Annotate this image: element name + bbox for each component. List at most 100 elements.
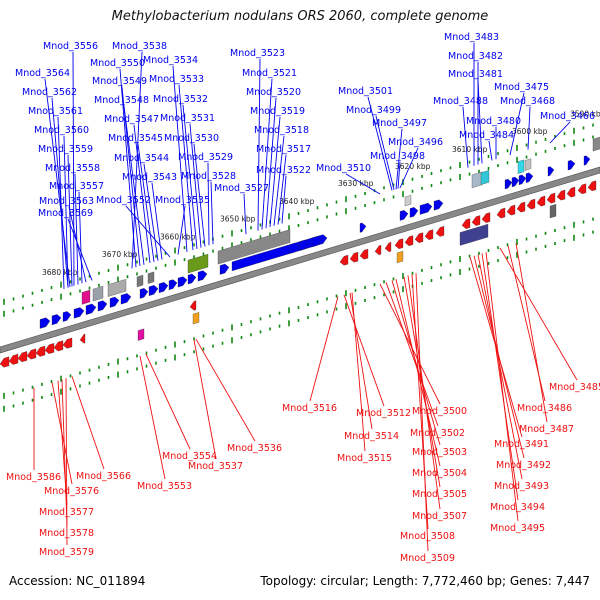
gene-leader-line [68, 206, 87, 283]
scale-tick [212, 249, 214, 253]
gene-leader-line [72, 51, 75, 286]
gene-label: Mnod_3480 [466, 116, 521, 127]
scale-tick [364, 192, 366, 195]
scale-tick [231, 230, 233, 237]
scale-tick [497, 164, 499, 168]
gene-label: Mnod_3512 [356, 408, 411, 419]
scale-tick [354, 194, 357, 198]
position-label: 3670 kbp [102, 250, 138, 259]
gene-leader-line [261, 78, 273, 230]
scale-tick [3, 392, 5, 399]
reverse-gene [566, 186, 576, 198]
gene-label: Mnod_3491 [494, 439, 549, 450]
gene-leader-line [485, 252, 519, 522]
reverse-gene [414, 232, 424, 243]
feature-box [459, 223, 489, 246]
forward-gene [85, 303, 97, 315]
gene-leader-line [182, 104, 198, 249]
gene-leader-line [273, 135, 285, 226]
reverse-gene [587, 180, 597, 192]
scale-tick [373, 283, 376, 287]
scale-tick [392, 195, 395, 199]
forward-gene [168, 279, 178, 291]
scale-tick [98, 365, 100, 369]
gene-label: Mnod_3493 [494, 481, 549, 492]
gene-leader-line [67, 154, 73, 287]
gene-leader-line [143, 163, 159, 261]
forward-gene [399, 210, 409, 221]
scale-tick [164, 345, 167, 349]
gene-label: Mnod_3527 [214, 183, 269, 194]
scale-tick [592, 230, 594, 234]
scale-tick [449, 273, 452, 277]
feature-box [92, 285, 104, 302]
scale-tick [345, 208, 347, 215]
scale-tick [364, 286, 366, 289]
scale-tick [582, 126, 585, 130]
reverse-gene [189, 300, 197, 311]
forward-gene [311, 236, 322, 248]
feature-box [471, 171, 483, 189]
gene-leader-line [345, 173, 381, 195]
gene-label: Mnod_3534 [143, 55, 198, 66]
scale-tick [468, 254, 471, 258]
gene-label: Mnod_3561 [28, 106, 83, 117]
scale-tick [421, 174, 423, 178]
scale-tick [449, 166, 452, 170]
forward-gene [51, 314, 62, 326]
scale-tick [22, 294, 24, 298]
scale-tick [126, 275, 129, 279]
gene-leader-line [61, 379, 68, 527]
gene-label: Mnod_3481 [448, 69, 503, 80]
gene-label: Mnod_3544 [114, 153, 169, 164]
scale-tick [117, 371, 119, 378]
gene-label: Mnod_3516 [282, 403, 337, 414]
scale-tick [354, 288, 357, 292]
position-label: 3660 kbp [160, 233, 196, 242]
scale-tick [487, 166, 490, 170]
scale-tick [525, 155, 528, 159]
scale-tick [69, 280, 72, 284]
scale-tick [269, 314, 271, 318]
reverse-gene [8, 353, 19, 365]
reverse-gene [339, 254, 349, 266]
scale-tick [535, 234, 537, 238]
scale-tick [259, 223, 262, 227]
feature-box [187, 253, 209, 274]
gene-leader-line [172, 65, 188, 252]
gene-label: Mnod_3517 [256, 144, 311, 155]
forward-gene [525, 172, 534, 183]
gene-label: Mnod_3523 [230, 48, 285, 59]
forward-gene [109, 296, 120, 308]
gene-label: Mnod_3533 [149, 74, 204, 85]
gene-leader-line [351, 292, 366, 452]
gene-leader-line [145, 354, 191, 450]
gene-leader-line [399, 147, 419, 189]
scale-tick [383, 198, 385, 202]
scale-tick [316, 206, 319, 210]
gene-label: Mnod_3554 [162, 451, 217, 462]
scale-tick [373, 201, 376, 205]
scale-tick [582, 138, 585, 142]
reverse-gene [374, 244, 382, 255]
scale-tick [136, 260, 138, 264]
scale-tick [136, 354, 138, 358]
scale-tick [259, 235, 262, 239]
gene-label: Mnod_3510 [316, 163, 371, 174]
scale-tick [22, 306, 24, 310]
scale-tick [307, 316, 309, 320]
gene-leader-line [367, 96, 393, 191]
scale-tick [278, 217, 281, 221]
scale-tick [3, 298, 5, 305]
gene-leader-line [407, 275, 441, 510]
scale-tick [88, 274, 91, 278]
gene-label: Mnod_3468 [500, 96, 555, 107]
scale-tick [307, 209, 309, 213]
scale-tick [107, 362, 110, 366]
reverse-gene [62, 337, 73, 349]
accession-label: Accession: NC_011894 [9, 574, 146, 588]
scale-tick [535, 140, 537, 144]
scale-tick [31, 291, 34, 295]
